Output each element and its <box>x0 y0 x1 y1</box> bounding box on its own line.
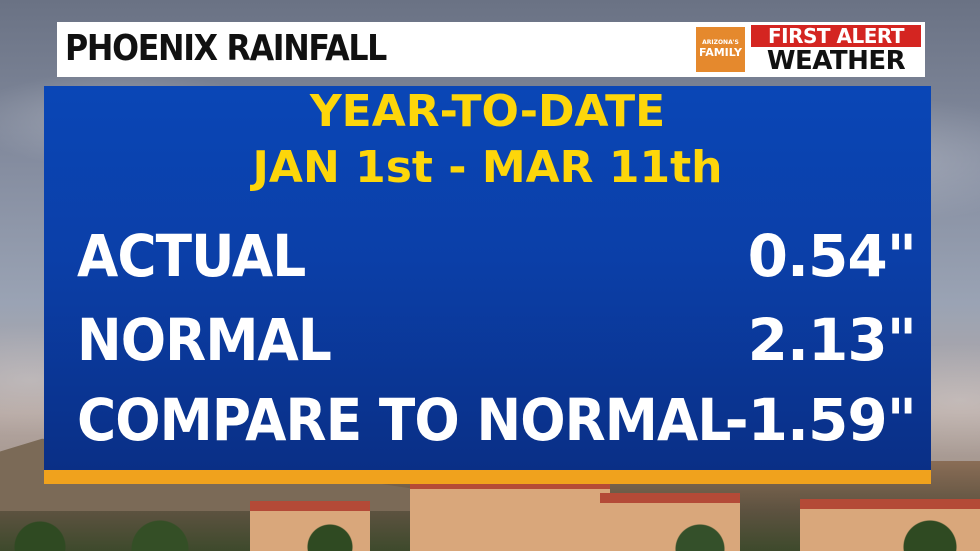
first-alert-badge: FIRST ALERT <box>751 25 921 47</box>
logo-top-text: ARIZONA'S <box>702 39 739 47</box>
weather-wordmark: WEATHER <box>766 46 906 76</box>
panel-accent-stripe <box>44 470 931 484</box>
normal-value: 2.13" <box>747 306 917 374</box>
compare-label: COMPARE TO NORMAL <box>77 386 731 454</box>
actual-value: 0.54" <box>747 222 917 290</box>
rainfall-panel: YEAR-TO-DATE JAN 1st - MAR 11th ACTUAL 0… <box>44 86 931 470</box>
panel-subtitle-period: YEAR-TO-DATE <box>309 86 666 137</box>
actual-label: ACTUAL <box>77 222 306 290</box>
trees <box>0 517 980 551</box>
page-title: PHOENIX RAINFALL <box>65 28 387 69</box>
title-bar: PHOENIX RAINFALL ARIZONA'S FAMILY FIRST … <box>57 22 925 77</box>
panel-subtitle-dates: JAN 1st - MAR 11th <box>252 142 723 193</box>
compare-value: -1.59" <box>724 386 917 454</box>
arizonas-family-logo: ARIZONA'S FAMILY <box>696 27 745 72</box>
normal-label: NORMAL <box>77 306 332 374</box>
logo-bottom-text: FAMILY <box>698 45 743 59</box>
